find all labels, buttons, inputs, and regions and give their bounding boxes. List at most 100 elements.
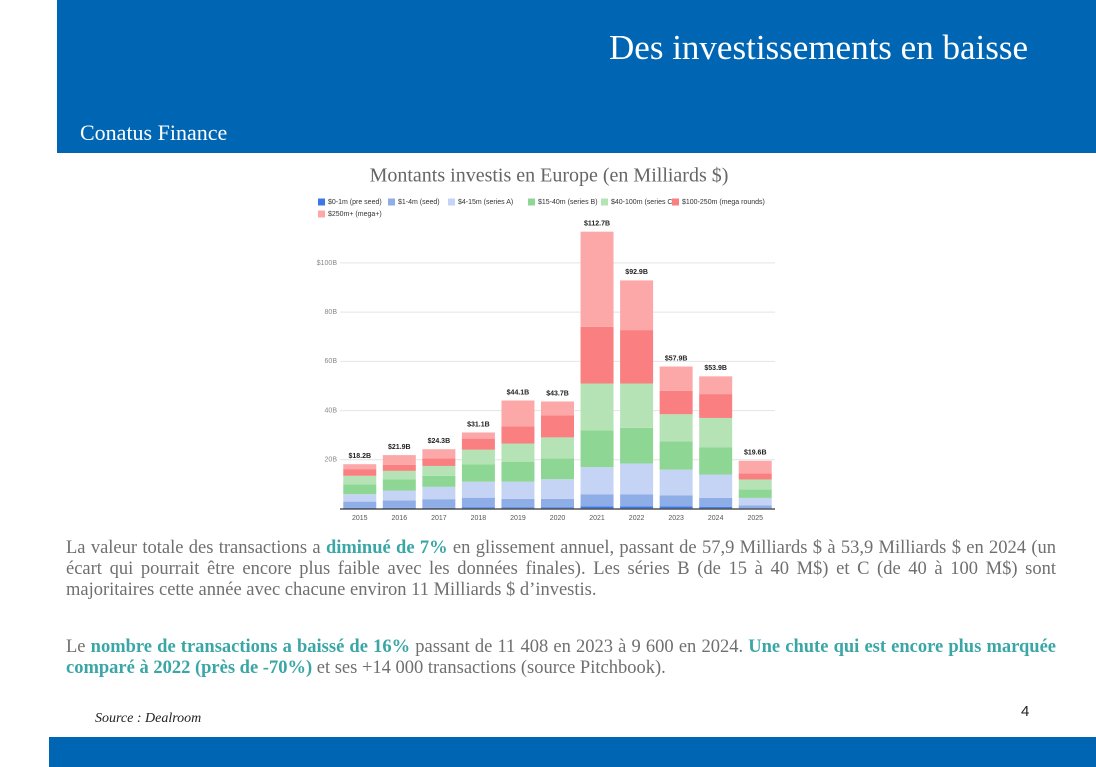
bar-segment	[422, 465, 456, 476]
bar-segment	[343, 475, 377, 485]
chart-title: Montants investis en Europe (en Milliard…	[370, 165, 729, 187]
page-number: 4	[1021, 703, 1030, 720]
bar-segment	[501, 498, 535, 508]
x-tick-label: 2016	[392, 515, 408, 522]
bar-segment	[580, 231, 614, 327]
highlight-text: diminué de 7%	[325, 538, 448, 558]
bar-segment	[501, 400, 535, 427]
bar-segment	[343, 464, 377, 470]
y-tick-label: 40B	[325, 407, 338, 414]
bar-segment	[461, 497, 495, 508]
bar-segment	[541, 401, 574, 416]
value-label: $92.9B	[625, 269, 648, 276]
x-tick-label: 2021	[589, 515, 605, 522]
x-tick-label: 2023	[668, 515, 684, 522]
value-label: $18.2B	[348, 453, 371, 460]
value-label: $53.9B	[704, 365, 727, 372]
legend-label: $0-1m (pre seed)	[328, 199, 382, 206]
footer-band	[49, 737, 1096, 767]
legend-swatch	[318, 210, 325, 218]
bar-segment	[422, 486, 456, 500]
x-tick-label: 2024	[708, 515, 724, 522]
text: Le	[66, 637, 91, 657]
bar-segment	[461, 438, 495, 450]
bar-segment	[501, 481, 535, 499]
bar-segment	[343, 469, 377, 476]
bar-segment	[382, 500, 416, 508]
y-tick-label: $100B	[317, 260, 338, 267]
bar-segment	[620, 427, 654, 464]
legend-swatch	[601, 198, 608, 206]
bar-segment	[580, 383, 614, 431]
bar-segment	[422, 458, 456, 466]
slide-subtitle: Conatus Finance	[80, 120, 228, 145]
value-label: $44.1B	[507, 389, 530, 396]
text: passant de 11 408 en 2023 à 9 600 en 202…	[410, 637, 749, 657]
bar-segment	[461, 449, 495, 465]
legend-label: $100-250m (mega rounds)	[682, 199, 765, 206]
bar-segment	[738, 479, 772, 490]
bar-segment	[580, 467, 614, 495]
text: et ses +14 000 transactions (source Pitc…	[312, 658, 666, 678]
bar-segment	[659, 441, 693, 470]
bar-segment	[659, 414, 693, 442]
bar-segment	[382, 455, 416, 465]
bar-segment	[659, 495, 693, 507]
slide-title: Des investissements en baisse	[609, 28, 1028, 67]
highlight-text: Une chute qui est encore plus marquée co…	[66, 637, 1056, 678]
bar-segment	[738, 489, 772, 498]
bar-segment	[422, 475, 456, 487]
value-label: $31.1B	[467, 421, 490, 428]
y-tick-label: 20B	[325, 457, 338, 464]
bar-segment	[620, 280, 654, 331]
bar-segment	[343, 501, 377, 508]
bar-segment	[699, 376, 733, 395]
x-tick-label: 2025	[747, 515, 763, 522]
bar-segment	[541, 498, 574, 508]
bar-segment	[382, 479, 416, 491]
bar-segment	[461, 432, 495, 439]
legend-swatch	[528, 198, 535, 206]
bar-segment	[580, 506, 614, 509]
legend-swatch	[672, 198, 679, 206]
text: La valeur totale des transactions a	[66, 538, 326, 558]
bar-segment	[659, 390, 693, 415]
bar-segment	[620, 506, 654, 509]
bar-segment	[699, 447, 733, 475]
bar-segment	[343, 484, 377, 495]
bar-segment	[738, 460, 772, 474]
x-tick-label: 2020	[550, 515, 566, 522]
legend-label: $1-4m (seed)	[398, 199, 440, 206]
highlight-text: nombre de transactions a baissé de 16%	[90, 637, 411, 657]
legend-swatch	[448, 198, 455, 206]
legend-label: $40-100m (series C)	[611, 199, 675, 206]
y-tick-label: 60B	[325, 358, 338, 365]
legend-label: $250m+ (mega+)	[328, 211, 382, 218]
source: Source : Dealroom	[95, 711, 202, 726]
bar-segment	[580, 326, 614, 384]
bar-segment	[501, 426, 535, 444]
bar-segment	[501, 443, 535, 462]
bar-segment	[699, 394, 733, 418]
bar-segment	[699, 417, 733, 448]
bar-segment	[699, 474, 733, 498]
value-label: $21.9B	[388, 444, 411, 451]
paragraph: La valeur totale des transactions a dimi…	[66, 538, 1056, 601]
bar-segment	[382, 470, 416, 480]
bar-segment	[659, 366, 693, 391]
value-label: $112.7B	[584, 221, 610, 228]
legend-swatch	[388, 198, 395, 206]
legend-label: $15-40m (series B)	[538, 199, 598, 206]
bar-segment	[343, 494, 377, 502]
bar-segment	[580, 430, 614, 468]
bar-segment	[541, 479, 574, 499]
bar-segment	[422, 449, 456, 459]
bar-segment	[699, 507, 733, 509]
bar-segment	[541, 458, 574, 480]
x-tick-label: 2022	[629, 515, 645, 522]
text: en glissement annuel, passant de 57,9 Mi…	[66, 538, 1057, 600]
legend-swatch	[318, 198, 325, 206]
bar-segment	[620, 463, 654, 495]
